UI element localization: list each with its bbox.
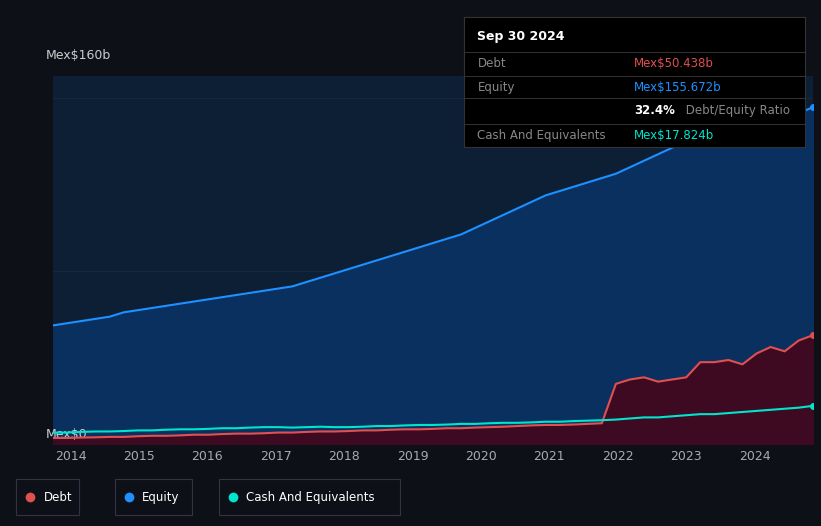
Text: Mex$155.672b: Mex$155.672b	[635, 81, 722, 94]
Text: Mex$17.824b: Mex$17.824b	[635, 129, 714, 142]
Text: Equity: Equity	[478, 81, 515, 94]
Text: Equity: Equity	[142, 491, 180, 503]
Text: Debt: Debt	[44, 491, 72, 503]
Text: Debt: Debt	[478, 57, 506, 70]
Text: Mex$50.438b: Mex$50.438b	[635, 57, 714, 70]
Text: Cash And Equivalents: Cash And Equivalents	[246, 491, 375, 503]
Text: Mex$160b: Mex$160b	[46, 48, 111, 62]
Text: Sep 30 2024: Sep 30 2024	[478, 30, 565, 43]
Text: 32.4%: 32.4%	[635, 104, 675, 117]
Text: Cash And Equivalents: Cash And Equivalents	[478, 129, 606, 142]
FancyBboxPatch shape	[115, 479, 192, 515]
FancyBboxPatch shape	[16, 479, 79, 515]
Text: Mex$0: Mex$0	[46, 428, 87, 441]
FancyBboxPatch shape	[219, 479, 400, 515]
Text: Debt/Equity Ratio: Debt/Equity Ratio	[682, 104, 790, 117]
